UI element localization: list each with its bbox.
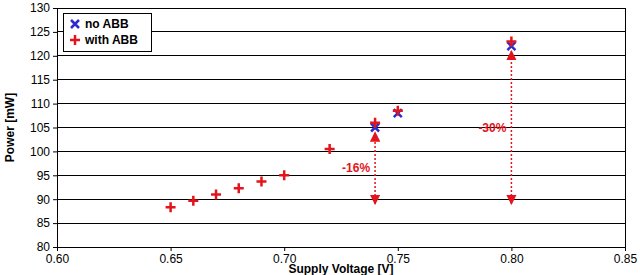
legend-box <box>63 13 151 51</box>
grid <box>57 8 625 247</box>
y-tick-label: 115 <box>31 73 50 87</box>
y-tick-mark <box>53 223 57 224</box>
y-tick: 105 <box>30 121 57 135</box>
y-tick-mark <box>53 175 57 176</box>
point <box>279 170 289 180</box>
point <box>393 106 403 116</box>
x-tick: 0.85 <box>614 247 638 266</box>
y-tick-label: 110 <box>31 97 50 111</box>
series <box>371 42 515 131</box>
x-axis-line <box>58 248 626 252</box>
x-tick: 0.80 <box>500 247 524 266</box>
y-tick: 90 <box>37 193 57 207</box>
x-tick-label: 0.85 <box>614 252 638 266</box>
legend-label: with ABB <box>84 33 138 47</box>
y-tick-mark <box>53 32 57 33</box>
y-axis: 80 85 90 95 100 105 110 115 120 125 130 <box>30 1 58 254</box>
x-tick-mark <box>625 247 626 251</box>
y-tick-mark <box>53 104 57 105</box>
y-tick-label: 85 <box>37 216 51 230</box>
y-tick-mark <box>53 56 57 57</box>
point <box>506 36 516 46</box>
x-tick-mark <box>284 247 285 251</box>
grid-line <box>57 199 625 200</box>
y-tick: 110 <box>31 97 57 111</box>
y-tick-label: 105 <box>30 121 50 135</box>
grid-line <box>57 79 625 80</box>
legend-marker <box>71 20 79 28</box>
grid-line <box>57 223 625 224</box>
y-tick: 125 <box>30 25 57 39</box>
legend-label: no ABB <box>85 17 129 31</box>
data-layer <box>166 36 517 212</box>
grid-line <box>57 151 625 152</box>
y-tick-label: 90 <box>37 193 51 207</box>
y-tick-mark <box>53 128 57 129</box>
y-axis-title: Power [mW] <box>3 93 17 162</box>
x-tick-label: 0.65 <box>159 252 183 266</box>
annotations: -16% -30% <box>342 51 511 204</box>
grid-line <box>57 127 625 128</box>
y-tick-mark <box>53 199 57 200</box>
legend-marker <box>70 35 80 45</box>
y-tick: 120 <box>30 49 57 63</box>
point <box>256 177 266 187</box>
point <box>166 202 176 212</box>
y-tick: 80 <box>37 240 57 254</box>
x-axis-title: Supply Voltage [V] <box>288 262 393 275</box>
grid-line <box>57 103 625 104</box>
annotation-arrow <box>511 51 513 204</box>
x-tick-mark <box>171 247 172 251</box>
point <box>188 196 198 206</box>
point <box>211 189 221 199</box>
x-tick-label: 0.80 <box>500 252 524 266</box>
y-tick-mark <box>53 151 57 152</box>
point <box>325 144 335 154</box>
x-tick-mark <box>511 247 512 251</box>
point <box>234 183 244 193</box>
point <box>370 118 380 128</box>
y-tick-mark <box>53 247 57 248</box>
x-tick: 0.65 <box>159 247 183 266</box>
y-tick-mark <box>53 80 57 81</box>
y-tick: 100 <box>30 145 57 159</box>
y-tick: 115 <box>31 73 57 87</box>
y-tick-label: 130 <box>30 1 50 15</box>
y-tick-mark <box>53 8 57 9</box>
series <box>166 36 517 212</box>
chart: 0.600.650.700.750.800.858085909510010511… <box>0 0 640 275</box>
legend: no ABB with ABB <box>63 13 151 51</box>
grid-line <box>57 55 625 56</box>
y-tick-label: 95 <box>37 169 51 183</box>
annotation-label: -30% <box>478 121 506 135</box>
annotation-label: -16% <box>342 161 370 175</box>
y-tick: 130 <box>30 1 57 15</box>
x-tick-mark <box>398 247 399 251</box>
plot-frame <box>57 8 625 247</box>
y-tick-label: 120 <box>30 49 50 63</box>
grid-line <box>57 175 625 176</box>
annotation-arrow <box>374 132 376 204</box>
y-tick: 85 <box>37 216 57 230</box>
y-tick-label: 125 <box>30 25 50 39</box>
plot: 0.600.650.700.750.800.858085909510010511… <box>30 1 638 265</box>
y-tick: 95 <box>37 169 57 183</box>
y-tick-label: 80 <box>37 240 51 254</box>
y-tick-label: 100 <box>30 145 50 159</box>
